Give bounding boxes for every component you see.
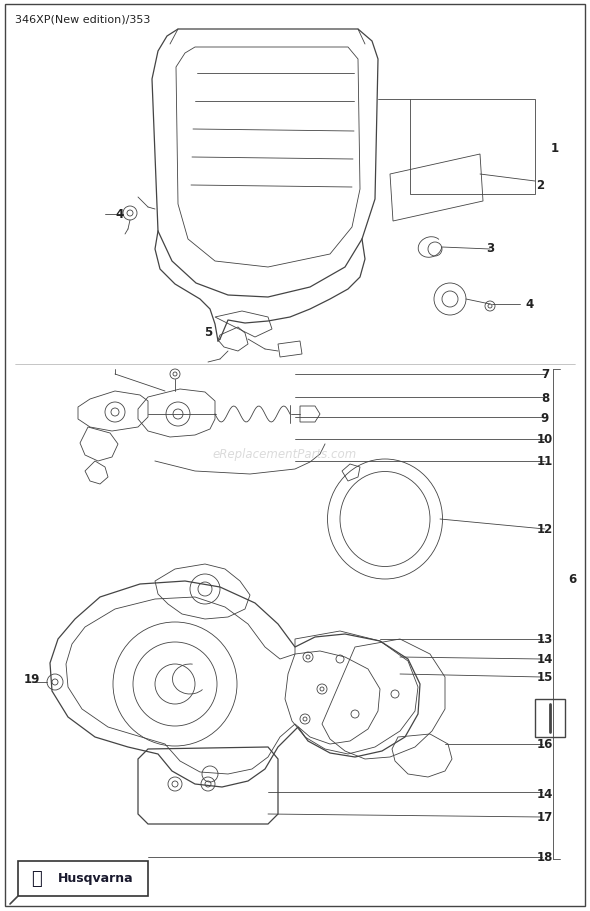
Text: ⓧ: ⓧ [31,869,41,887]
Text: 16: 16 [537,738,553,751]
Bar [535,700,565,737]
Text: 8: 8 [541,391,549,404]
Text: 5: 5 [204,326,212,339]
Bar [410,100,535,195]
Text: 14: 14 [537,788,553,801]
Text: 12: 12 [537,523,553,536]
Text: 11: 11 [537,455,553,468]
Text: 1: 1 [551,141,559,154]
Text: 15: 15 [537,670,553,684]
Text: 346XP(New edition)/353: 346XP(New edition)/353 [15,14,150,24]
Text: 4: 4 [116,209,124,221]
Text: 6: 6 [568,573,576,586]
Text: 3: 3 [486,241,494,254]
Text: 4: 4 [526,298,534,312]
Text: 18: 18 [537,851,553,864]
Text: 14: 14 [537,653,553,666]
Text: 7: 7 [541,368,549,381]
Text: 9: 9 [541,411,549,424]
Text: 2: 2 [536,179,544,191]
Text: 19: 19 [24,672,40,686]
Text: eReplacementParts.com: eReplacementParts.com [213,448,357,461]
Text: 17: 17 [537,811,553,824]
FancyBboxPatch shape [18,861,148,896]
Text: 13: 13 [537,633,553,646]
Text: 10: 10 [537,433,553,446]
Text: Husqvarna: Husqvarna [58,872,134,885]
